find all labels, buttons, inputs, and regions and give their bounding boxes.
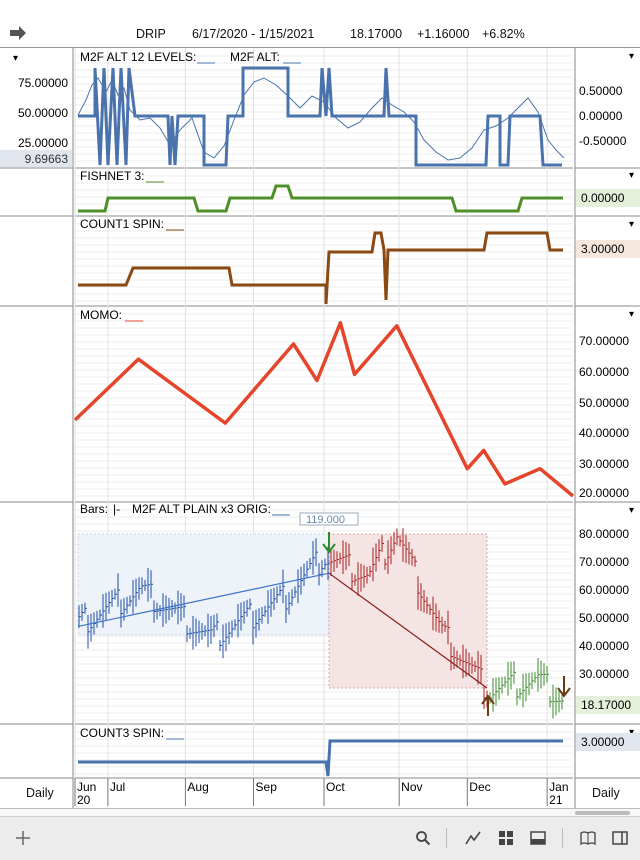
x-tick-label: Nov <box>401 780 422 794</box>
momo-tick: 50.00000 <box>579 396 629 410</box>
bars-label-sep: |- <box>113 502 120 516</box>
bars-label: Bars: <box>80 502 108 516</box>
m2f-label-1: M2F ALT 12 LEVELS: <box>80 50 196 64</box>
caret-icon[interactable]: ▾ <box>629 51 634 62</box>
regression-box-red <box>328 533 488 689</box>
left-axis: ▾ 75.00000 50.00000 25.00000 9.69663 <box>0 48 74 808</box>
date-range-label: 6/17/2020 - 1/15/2021 <box>192 27 315 41</box>
x-year-label: 21 <box>549 793 563 807</box>
count1-label: COUNT1 SPIN: <box>80 217 164 231</box>
m2f-plain-label: M2F ALT PLAIN x3 ORIG: <box>132 502 271 516</box>
momo-tick: 70.00000 <box>579 334 629 348</box>
bars-tick: 80.00000 <box>579 527 629 541</box>
line-chart-icon[interactable] <box>465 830 481 846</box>
momo-label: MOMO: <box>80 308 122 322</box>
fishnet-value: 0.00000 <box>581 191 625 205</box>
x-tick-label: Jul <box>110 780 125 794</box>
momo-tick: 40.00000 <box>579 426 629 440</box>
bars-tick: 70.00000 <box>579 555 629 569</box>
m2f-label-2: M2F ALT: <box>230 50 280 64</box>
regression-line-blue <box>77 572 330 627</box>
momo-tick: 30.00000 <box>579 457 629 471</box>
x-tick-label: Sep <box>256 780 278 794</box>
header-bar: DRIP 6/17/2020 - 1/15/2021 18.17000 +1.1… <box>0 18 640 48</box>
forward-arrow-icon[interactable] <box>9 26 27 40</box>
bottom-toolbar <box>0 808 640 860</box>
caret-icon[interactable]: ▾ <box>629 309 634 320</box>
m2f-12-levels-line <box>78 66 562 167</box>
m2f-left-value: 9.69663 <box>25 152 69 166</box>
count3-line <box>78 739 563 777</box>
caret-icon[interactable]: ▾ <box>629 219 634 230</box>
right-axis: ▾ 0.50000 0.00000 -0.50000 ▾ 0.00000 ▾ 3… <box>574 48 640 808</box>
count3-value-badge <box>576 733 640 751</box>
x-tick-label: Oct <box>326 780 345 794</box>
count1-value-badge <box>576 240 640 258</box>
x-tick-label: Aug <box>187 780 208 794</box>
last-price-label: 18.17000 <box>350 27 403 41</box>
interval-right-button[interactable]: Daily <box>592 786 620 800</box>
book-icon[interactable] <box>580 830 596 846</box>
m2f-left-value-badge <box>0 150 72 167</box>
fishnet-value-badge <box>576 189 640 207</box>
count3-value: 3.00000 <box>581 735 625 749</box>
interval-left-button[interactable]: Daily <box>26 786 54 800</box>
m2f-right-tick: 0.00000 <box>579 109 623 123</box>
momo-tick: 20.00000 <box>579 486 629 500</box>
x-tick-label: Jun <box>77 780 96 794</box>
bars-tick: 30.00000 <box>579 667 629 681</box>
search-icon[interactable] <box>415 830 431 846</box>
caret-icon[interactable]: ▾ <box>629 727 634 738</box>
caret-icon[interactable]: ▾ <box>629 505 634 516</box>
bars-last-badge <box>576 696 640 714</box>
fishnet-line <box>78 184 563 213</box>
bars-last-value: 18.17000 <box>581 698 631 712</box>
m2f-right-tick: -0.50000 <box>579 134 627 148</box>
count1-line <box>78 231 563 305</box>
caret-icon[interactable]: ▾ <box>629 170 634 181</box>
panel-icon[interactable] <box>530 830 546 846</box>
count3-label: COUNT3 SPIN: <box>80 726 164 740</box>
down-arrow-icon <box>322 532 336 554</box>
change-pct-label: +6.82% <box>482 27 525 41</box>
regression-line-red <box>328 572 488 689</box>
sidebar-icon[interactable] <box>612 830 628 846</box>
bars-tick: 50.00000 <box>579 611 629 625</box>
up-arrow-icon <box>481 694 495 716</box>
m2f-alt-line <box>77 77 565 161</box>
caret-icon[interactable]: ▾ <box>13 53 18 64</box>
m2f-left-tick: 50.00000 <box>18 106 68 120</box>
change-label: +1.16000 <box>417 27 470 41</box>
chart-area[interactable]: M2F ALT 12 LEVELS: M2F ALT: FISHNET 3: C… <box>0 48 640 808</box>
x-year-label: 20 <box>77 793 91 807</box>
bars-tick: 40.00000 <box>579 639 629 653</box>
bars-tick: 60.00000 <box>579 583 629 597</box>
regression-box-blue <box>77 533 330 636</box>
m2f-left-tick: 25.00000 <box>18 136 68 150</box>
price-popup <box>299 512 359 526</box>
m2f-left-tick: 75.00000 <box>18 76 68 90</box>
x-tick-label: Dec <box>469 780 490 794</box>
symbol-label: DRIP <box>136 27 166 41</box>
m2f-right-tick: 0.50000 <box>579 84 623 98</box>
momo-tick: 60.00000 <box>579 365 629 379</box>
grid-icon[interactable] <box>498 830 514 846</box>
price-popup-value: 119.000 <box>306 514 345 526</box>
add-icon[interactable] <box>15 830 31 846</box>
down-arrow-icon <box>557 676 571 698</box>
scrollbar[interactable] <box>0 809 640 817</box>
count1-value: 3.00000 <box>581 242 625 256</box>
x-tick-label: Jan <box>549 780 568 794</box>
fishnet-label: FISHNET 3: <box>80 169 144 183</box>
